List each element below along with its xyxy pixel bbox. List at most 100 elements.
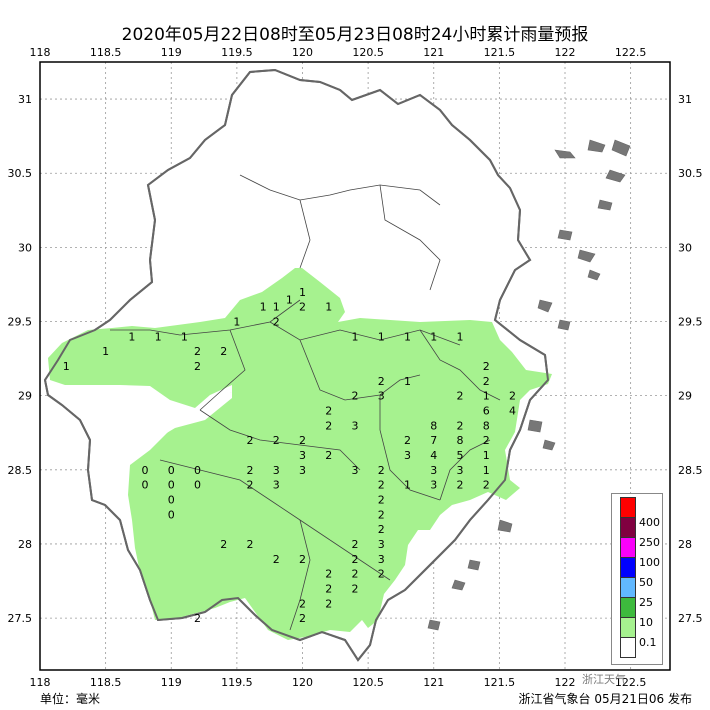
station-value: 2	[273, 316, 280, 329]
station-value: 2	[299, 434, 306, 447]
lon-tick-label-top: 120.5	[352, 46, 384, 59]
issuer-label: 浙江省气象台 05月21日06 发布	[518, 692, 692, 706]
station-value: 1	[325, 301, 332, 314]
lat-tick-label-left: 30.5	[8, 167, 33, 180]
station-value: 3	[273, 464, 280, 477]
legend-label-50: 50	[639, 576, 653, 589]
station-value: 0	[168, 479, 175, 492]
station-value: 2	[457, 479, 464, 492]
legend-label-100: 100	[639, 556, 660, 569]
legend-label-25: 25	[639, 596, 653, 609]
lon-tick-label-bottom: 118	[30, 676, 51, 689]
station-value: 2	[352, 553, 359, 566]
lon-tick-label-top: 121	[423, 46, 444, 59]
station-value: 3	[430, 464, 437, 477]
station-value: 1	[483, 390, 490, 403]
lon-tick-label-bottom: 119	[161, 676, 182, 689]
station-value: 0	[194, 479, 201, 492]
lon-tick-label-top: 122	[555, 46, 576, 59]
station-value: 1	[233, 316, 240, 329]
station-value: 8	[457, 434, 464, 447]
lon-tick-label-bottom: 119.5	[221, 676, 253, 689]
station-value: 0	[142, 479, 149, 492]
station-value: 1	[273, 301, 280, 314]
station-value: 2	[352, 390, 359, 403]
lon-tick-label-top: 118	[30, 46, 51, 59]
lat-tick-label-right: 30	[678, 241, 692, 254]
station-value: 2	[378, 568, 385, 581]
province-border	[43, 68, 550, 662]
station-value: 8	[483, 419, 490, 432]
station-value: 2	[378, 464, 385, 477]
station-value: 2	[247, 479, 254, 492]
station-value: 2	[247, 538, 254, 551]
lat-tick-label-right: 29.5	[678, 316, 703, 329]
station-value: 1	[404, 330, 411, 343]
station-value: 1	[404, 375, 411, 388]
lon-tick-label-top: 119	[161, 46, 182, 59]
legend-swatch	[620, 557, 636, 578]
watermark: 浙江天气	[582, 673, 626, 686]
axis-ticks: 118118118.5118.5119119119.5119.512012012…	[8, 46, 703, 689]
station-value: 2	[325, 419, 332, 432]
station-value: 1	[299, 286, 306, 299]
lon-tick-label-top: 118.5	[90, 46, 122, 59]
station-value: 2	[247, 464, 254, 477]
legend-swatch	[620, 497, 636, 518]
station-value: 1	[155, 330, 162, 343]
rain-area-north	[48, 268, 552, 640]
station-value: 3	[404, 449, 411, 462]
lat-tick-label-left: 28	[18, 538, 32, 551]
city-boundaries	[110, 174, 501, 631]
station-value: 2	[325, 404, 332, 417]
station-value: 0	[168, 493, 175, 506]
station-value: 2	[325, 568, 332, 581]
rain-gap	[62, 388, 232, 450]
lat-tick-label-left: 31	[18, 93, 32, 106]
station-value: 6	[483, 404, 490, 417]
station-value: 2	[483, 360, 490, 373]
station-value: 1	[430, 330, 437, 343]
legend-label-250: 250	[639, 536, 660, 549]
station-value: 3	[352, 419, 359, 432]
legend-swatch	[620, 597, 636, 618]
station-value: 3	[299, 464, 306, 477]
lat-tick-label-right: 27.5	[678, 612, 703, 625]
station-value: 2	[457, 390, 464, 403]
station-value: 2	[378, 375, 385, 388]
station-value: 1	[483, 449, 490, 462]
station-value: 4	[509, 404, 516, 417]
lon-tick-label-bottom: 122.5	[615, 676, 647, 689]
station-value: 1	[352, 330, 359, 343]
lat-tick-label-right: 30.5	[678, 167, 703, 180]
station-value: 2	[509, 390, 516, 403]
station-value: 2	[299, 597, 306, 610]
station-value: 1	[457, 330, 464, 343]
station-value: 2	[299, 301, 306, 314]
station-value: 8	[430, 419, 437, 432]
station-value: 2	[325, 582, 332, 595]
lon-tick-label-bottom: 121.5	[484, 676, 516, 689]
lon-tick-label-bottom: 118.5	[90, 676, 122, 689]
lat-tick-label-left: 28.5	[8, 464, 33, 477]
station-value: 0	[168, 508, 175, 521]
legend-swatch	[620, 517, 636, 538]
lat-tick-label-left: 30	[18, 241, 32, 254]
lat-tick-label-left: 29	[18, 390, 32, 403]
lon-tick-label-bottom: 122	[555, 676, 576, 689]
station-value: 2	[325, 597, 332, 610]
lon-tick-label-bottom: 121	[423, 676, 444, 689]
station-value: 0	[168, 464, 175, 477]
station-value: 3	[430, 479, 437, 492]
legend-swatch	[620, 577, 636, 598]
lon-tick-label-bottom: 120.5	[352, 676, 384, 689]
lon-tick-label-top: 121.5	[484, 46, 516, 59]
lon-tick-label-top: 119.5	[221, 46, 253, 59]
station-value: 2	[352, 568, 359, 581]
station-value: 2	[483, 375, 490, 388]
station-value: 0	[142, 464, 149, 477]
station-value: 2	[352, 582, 359, 595]
legend-label-400: 400	[639, 516, 660, 529]
